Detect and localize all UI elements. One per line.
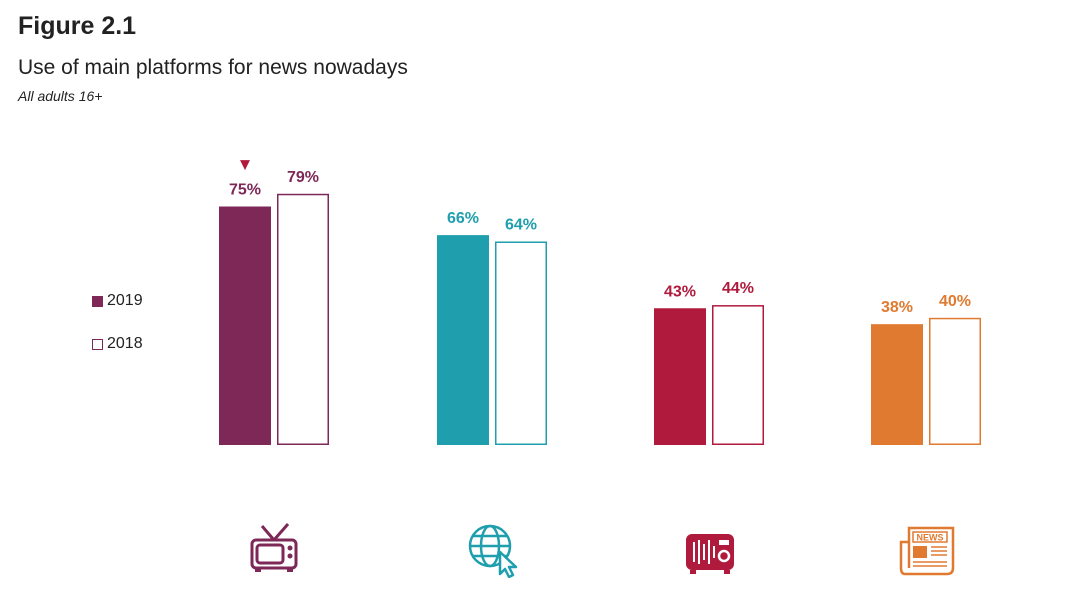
category-label-newspapers: Newspapers [879,477,975,494]
figure-number: Figure 2.1 [18,12,137,40]
data-label-radio-2018: 44% [722,280,754,297]
bar-internet-2018 [495,241,547,445]
bar-internet-2019 [437,235,489,445]
significance-marker: ▼ [240,158,250,173]
data-label-television-2018: 79% [287,169,319,186]
category-label-radio: Radio [686,477,732,494]
category-label-internet: Internet* [459,477,525,494]
bar-newspapers-2019 [871,324,923,445]
legend-label-2018: 2018 [107,335,143,352]
data-label-newspapers-2019: 38% [881,299,913,316]
chart-title: Use of main platforms for news nowadays [18,56,408,79]
chart-subtitle: All adults 16+ [18,88,103,104]
data-label-radio-2019: 43% [664,283,696,300]
globe-cursor-icon [468,524,518,578]
category-label-television: Television [235,477,313,494]
legend-label-2019: 2019 [107,292,143,309]
bar-television-2019 [219,206,271,445]
data-label-newspapers-2018: 40% [939,293,971,310]
bar-television-2018 [277,193,329,445]
data-label-television-2019: 75% [229,182,261,199]
legend-item-2018: 2018 [92,335,143,353]
legend-swatch-2018 [92,338,103,350]
bar-radio-2019 [654,308,706,445]
data-label-internet-2019: 66% [447,210,479,227]
bar-newspapers-2018 [929,317,981,445]
data-label-internet-2018: 64% [505,216,537,233]
tv-icon [250,523,298,572]
bar-radio-2018 [712,305,764,445]
legend-item-2019: 2019 [92,292,143,310]
newspaper-icon-text: NEWS [917,533,944,543]
legend-swatch-2019 [92,295,103,307]
radio-icon [686,534,734,574]
newspaper-icon: NEWS [899,526,955,576]
